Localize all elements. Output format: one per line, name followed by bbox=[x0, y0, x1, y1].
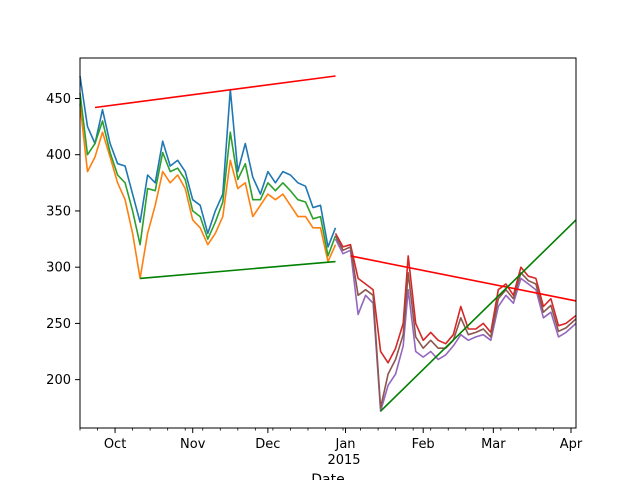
trend-line-layer bbox=[94, 75, 577, 412]
y-tick-label-300: 300 bbox=[46, 261, 71, 276]
x-tick-label-apr: Apr bbox=[560, 437, 583, 452]
x-tick-label-mar: Mar bbox=[481, 437, 506, 452]
y-tick-label-450: 450 bbox=[46, 92, 71, 107]
x-tick-label-nov: Nov bbox=[180, 437, 206, 452]
x-axis-year-label: 2015 bbox=[327, 453, 360, 468]
y-tick-label-350: 350 bbox=[46, 204, 71, 219]
trend-line-1 bbox=[94, 75, 336, 109]
x-tick-label-feb: Feb bbox=[412, 437, 435, 452]
x-tick-label-dec: Dec bbox=[255, 437, 280, 452]
series-line-2 bbox=[79, 104, 337, 280]
y-axis: 200 250 300 350 400 450 bbox=[46, 92, 80, 388]
x-tick-label-oct: Oct bbox=[104, 437, 126, 452]
y-tick-label-250: 250 bbox=[46, 317, 71, 332]
trend-line-4 bbox=[380, 219, 577, 412]
x-axis-label: Date bbox=[311, 472, 344, 480]
trend-line-2 bbox=[140, 260, 336, 280]
x-axis: Oct Nov Dec Jan Feb Mar Apr bbox=[79, 428, 583, 452]
axes-frame bbox=[79, 57, 577, 429]
x-tick-label-jan: Jan bbox=[335, 437, 356, 452]
y-tick-label-400: 400 bbox=[46, 148, 71, 163]
series-line-3 bbox=[79, 92, 337, 257]
y-tick-label-200: 200 bbox=[46, 373, 71, 388]
series-line-4 bbox=[334, 233, 577, 364]
trend-line-3 bbox=[350, 255, 577, 302]
series-line-1 bbox=[79, 75, 337, 248]
